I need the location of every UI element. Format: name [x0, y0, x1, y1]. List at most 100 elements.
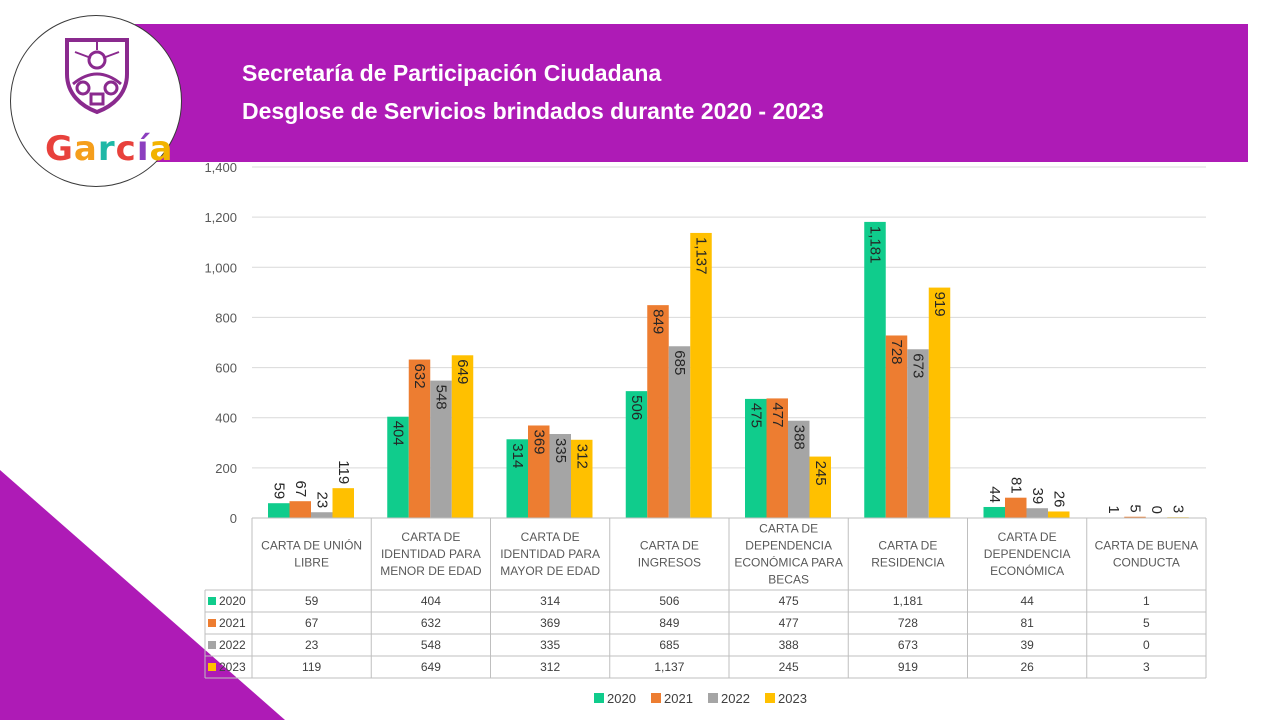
category-label: CONDUCTA	[1113, 556, 1180, 570]
table-cell: 23	[305, 638, 319, 652]
table-cell: 5	[1143, 616, 1150, 630]
y-tick-label: 1,000	[204, 260, 237, 275]
bar-data-label: 548	[433, 385, 450, 410]
table-cell: 0	[1143, 638, 1150, 652]
bar-data-label: 388	[790, 425, 807, 450]
bar-data-label: 632	[411, 364, 428, 389]
table-cell: 59	[305, 594, 319, 608]
table-cell: 245	[779, 660, 799, 674]
table-legend-key	[208, 663, 216, 671]
legend-swatch	[651, 693, 661, 703]
bar	[1005, 497, 1027, 518]
table-cell: 649	[421, 660, 441, 674]
legend-swatch	[594, 693, 604, 703]
decorative-triangle	[0, 470, 285, 720]
bar	[668, 346, 691, 518]
bar	[506, 439, 528, 518]
logo-wordmark: García	[45, 129, 173, 169]
category-label: CARTA DE	[878, 539, 937, 553]
table-cell: 119	[302, 660, 321, 674]
category-label: LIBRE	[294, 556, 329, 570]
y-tick-label: 1,400	[204, 160, 237, 175]
category-label: CARTA DE	[640, 539, 699, 553]
bar	[647, 305, 669, 518]
category-label: CARTA DE	[998, 530, 1057, 544]
bar-data-label: 5	[1127, 504, 1144, 512]
bar-data-label: 728	[888, 339, 905, 364]
bar-data-label: 67	[292, 481, 309, 498]
table-cell: 849	[659, 616, 679, 630]
table-cell: 26	[1020, 660, 1034, 674]
bar-data-label: 369	[530, 429, 547, 454]
y-tick-label: 0	[230, 511, 237, 526]
bar-data-label: 119	[335, 460, 352, 484]
bar-data-label: 81	[1007, 477, 1024, 494]
bar	[625, 391, 648, 518]
table-series-label: 2022	[219, 638, 246, 652]
category-label: DEPENDENCIA	[984, 547, 1071, 561]
bar-data-label: 475	[747, 403, 764, 428]
header-band	[135, 24, 1248, 162]
bar	[809, 456, 831, 518]
bar-data-label: 685	[671, 350, 688, 375]
category-label: MENOR DE EDAD	[380, 564, 482, 578]
page-title: Secretaría de Participación Ciudadana	[242, 60, 662, 86]
bar-data-label: 3	[1170, 505, 1187, 513]
bar	[289, 501, 311, 518]
bar	[766, 398, 788, 518]
bar	[885, 335, 908, 518]
category-label: IDENTIDAD PARA	[500, 547, 600, 561]
table-cell: 44	[1020, 594, 1034, 608]
bar-data-label: 245	[812, 461, 829, 486]
category-label: CARTA DE	[759, 522, 818, 536]
category-label: CARTA DE	[521, 530, 580, 544]
logo-letter: a	[73, 129, 98, 169]
y-tick-label: 1,200	[204, 210, 237, 225]
category-label: BECAS	[768, 573, 809, 587]
bar	[571, 439, 593, 518]
category-label: CARTA DE BUENA	[1095, 539, 1199, 553]
bar-data-label: 1,181	[867, 226, 884, 264]
bar	[1026, 508, 1048, 518]
legend-label: 2021	[664, 691, 693, 706]
category-label: INGRESOS	[638, 556, 701, 570]
bar	[907, 349, 929, 518]
y-tick-label: 200	[215, 461, 237, 476]
legend-label: 2023	[778, 691, 807, 706]
y-tick-label: 800	[215, 310, 237, 325]
category-label: DEPENDENCIA	[745, 539, 832, 553]
table-cell: 388	[779, 638, 799, 652]
table-series-label: 2023	[219, 660, 246, 674]
bar-data-label: 477	[769, 402, 786, 427]
y-tick-label: 400	[215, 411, 237, 426]
bar-data-label: 404	[390, 421, 407, 446]
table-cell: 475	[779, 594, 799, 608]
bar	[864, 221, 886, 518]
bar	[311, 512, 333, 518]
bar-data-label: 314	[509, 443, 526, 468]
table-series-label: 2020	[219, 594, 246, 608]
category-label: ECONÓMICA	[990, 563, 1064, 578]
legend-swatch	[765, 693, 775, 703]
bar-data-label: 506	[628, 395, 645, 420]
bar-data-label: 919	[931, 292, 948, 317]
table-cell: 673	[898, 638, 918, 652]
category-label: CARTA DE UNIÓN	[261, 538, 362, 553]
table-cell: 81	[1020, 616, 1034, 630]
category-label: CARTA DE	[401, 530, 460, 544]
legend-label: 2022	[721, 691, 750, 706]
shield-emblem-icon	[65, 38, 129, 115]
logo-letter: a	[149, 129, 174, 169]
category-label: ECONÓMICA PARA	[734, 555, 842, 570]
bar	[928, 287, 951, 518]
category-label: RESIDENCIA	[871, 556, 944, 570]
legend-label: 2020	[607, 691, 636, 706]
bar	[332, 488, 354, 518]
bar	[528, 425, 550, 518]
bar	[430, 380, 452, 518]
table-cell: 548	[421, 638, 441, 652]
table-cell: 335	[540, 638, 560, 652]
table-cell: 3	[1143, 660, 1150, 674]
table-cell: 312	[540, 660, 560, 674]
